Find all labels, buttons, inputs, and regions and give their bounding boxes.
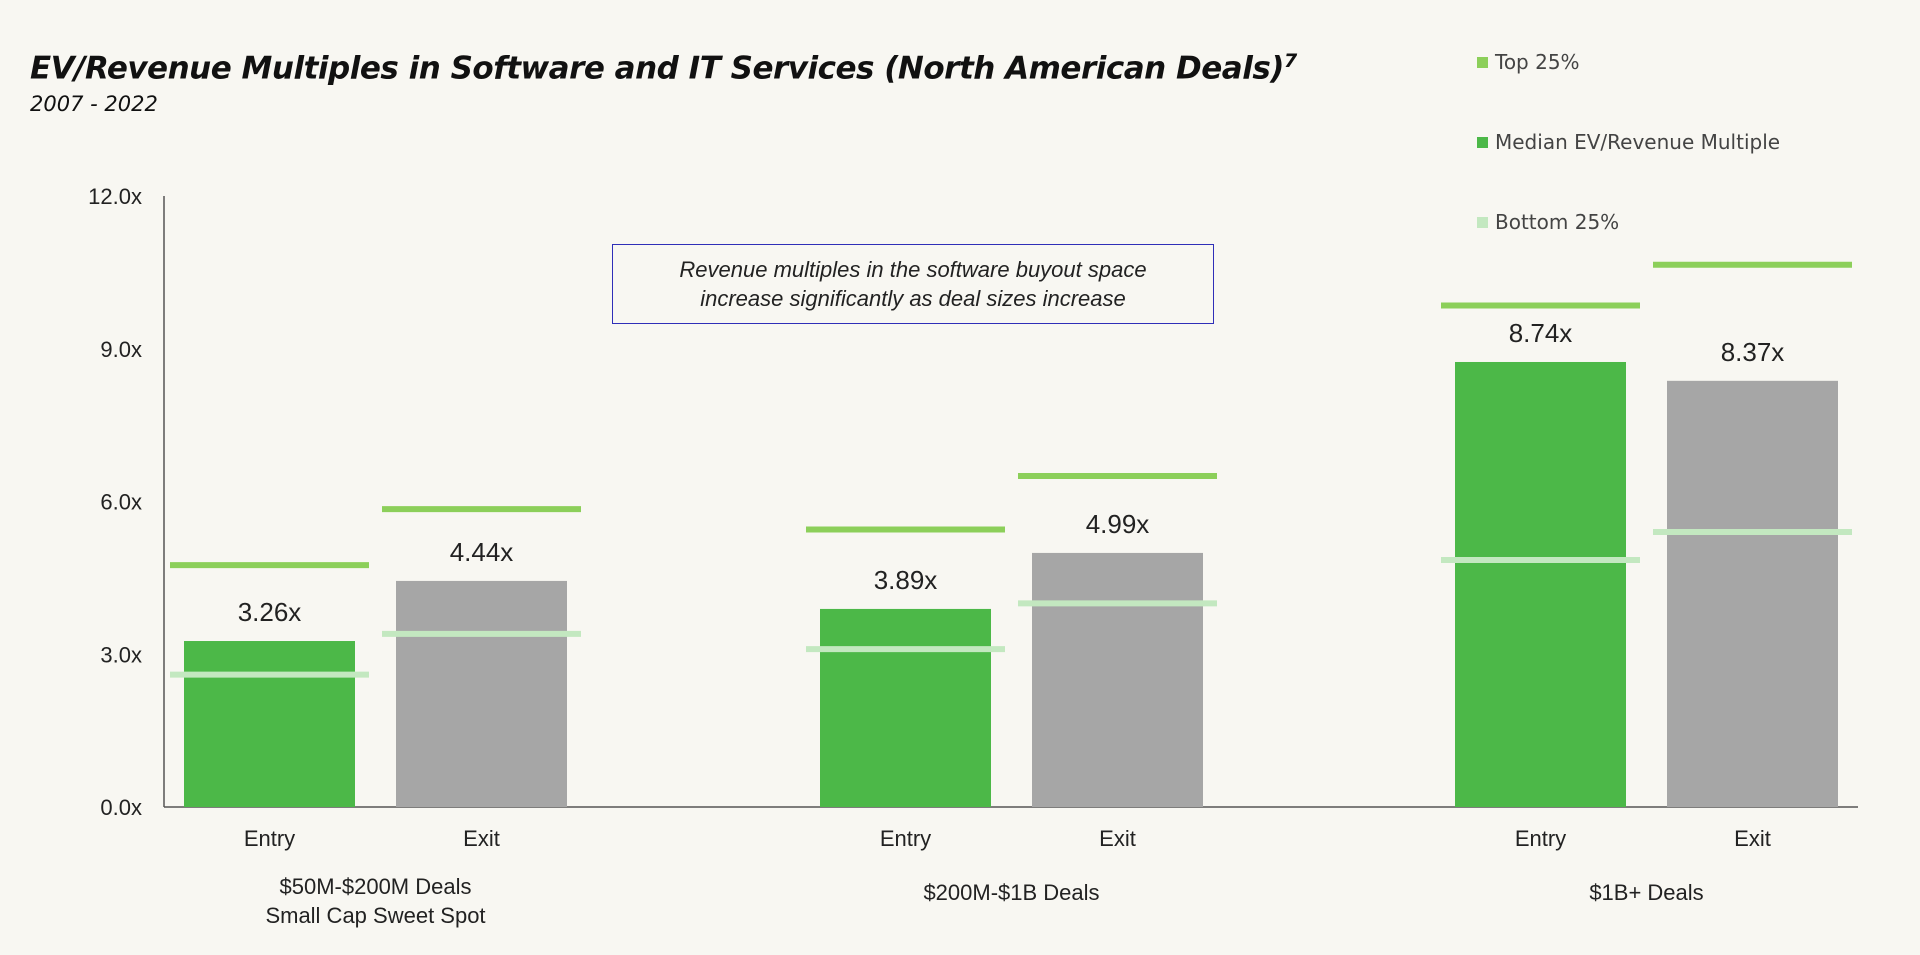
entry-bar bbox=[820, 608, 991, 807]
legend-label-top25: Top 25% bbox=[1495, 50, 1580, 74]
data-label: 3.89x bbox=[874, 565, 938, 595]
legend-swatch-bottom25 bbox=[1477, 216, 1488, 228]
legend-label-median: Median EV/Revenue Multiple bbox=[1495, 130, 1781, 154]
legend-label-bottom25: Bottom 25% bbox=[1495, 210, 1620, 234]
x-tick-label: Entry bbox=[1515, 826, 1566, 851]
y-tick-label: 12.0x bbox=[88, 184, 142, 209]
chart-title-text: EV/Revenue Multiples in Software and IT … bbox=[30, 50, 1284, 87]
y-tick-label: 9.0x bbox=[100, 337, 142, 362]
x-tick-label: Entry bbox=[880, 826, 931, 851]
data-label: 4.99x bbox=[1086, 509, 1150, 539]
chart-subtitle: 2007 - 2022 bbox=[30, 92, 158, 117]
x-tick-label: Exit bbox=[1734, 826, 1771, 851]
data-label: 4.44x bbox=[450, 537, 514, 567]
data-label: 8.37x bbox=[1721, 337, 1785, 367]
group-label: Small Cap Sweet Spot bbox=[265, 903, 485, 928]
legend: Top 25% Median EV/Revenue Multiple Botto… bbox=[1477, 44, 1780, 284]
y-tick-label: 6.0x bbox=[100, 490, 142, 515]
x-tick-label: Exit bbox=[463, 826, 500, 851]
x-tick-label: Entry bbox=[244, 826, 295, 851]
legend-item-bottom25: Bottom 25% bbox=[1477, 204, 1780, 240]
data-label: 8.74x bbox=[1509, 318, 1573, 348]
y-tick-label: 3.0x bbox=[100, 642, 142, 667]
callout-box: Revenue multiples in the software buyout… bbox=[612, 244, 1214, 324]
title-block: EV/Revenue Multiples in Software and IT … bbox=[30, 50, 1297, 116]
legend-swatch-top25 bbox=[1477, 56, 1488, 68]
x-tick-label: Exit bbox=[1099, 826, 1136, 851]
y-tick-label: 0.0x bbox=[100, 795, 142, 820]
data-label: 3.26x bbox=[238, 597, 302, 627]
entry-bar bbox=[184, 641, 355, 807]
group-label: $200M-$1B Deals bbox=[923, 880, 1099, 905]
entry-bar bbox=[1455, 361, 1626, 807]
chart-title: EV/Revenue Multiples in Software and IT … bbox=[30, 50, 1297, 86]
exit-bar bbox=[1032, 552, 1203, 807]
legend-item-median: Median EV/Revenue Multiple bbox=[1477, 124, 1780, 160]
callout-line-1: Revenue multiples in the software buyout… bbox=[679, 257, 1147, 282]
callout-line-2: increase significantly as deal sizes inc… bbox=[700, 286, 1126, 311]
group-label: $1B+ Deals bbox=[1589, 880, 1703, 905]
group-label: $50M-$200M Deals bbox=[280, 874, 472, 899]
exit-bar bbox=[1667, 380, 1838, 807]
legend-swatch-median bbox=[1477, 136, 1488, 148]
exit-bar bbox=[396, 580, 567, 807]
legend-item-top25: Top 25% bbox=[1477, 44, 1780, 80]
title-footnote: 7 bbox=[1283, 50, 1297, 72]
